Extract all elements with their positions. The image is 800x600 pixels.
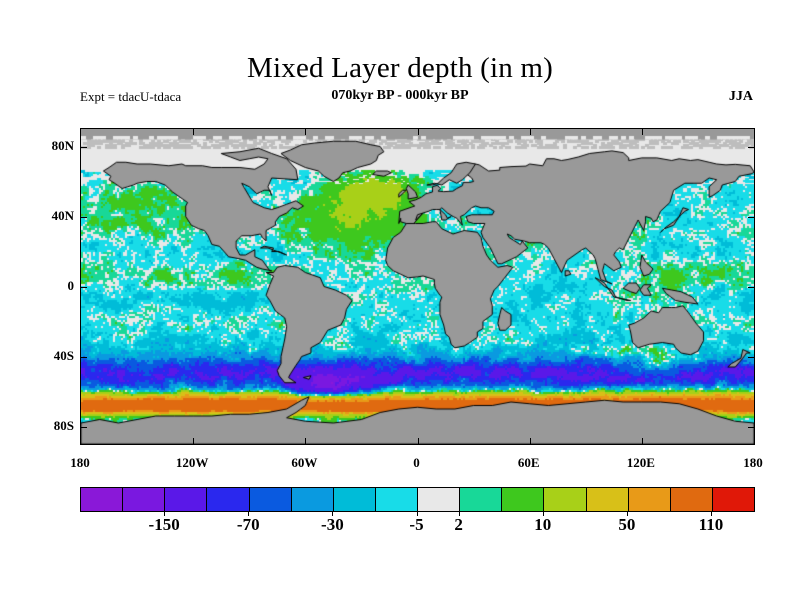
axis-tick (748, 216, 754, 218)
axis-tick (81, 146, 87, 148)
colorbar-cell (628, 488, 671, 511)
colorbar-cell (502, 488, 545, 511)
colorbar-cell (586, 488, 629, 511)
colorbar-tick-label: -5 (409, 515, 424, 534)
longitude-tick-label: 120E (626, 455, 655, 470)
colorbar-tick-label: 110 (698, 515, 724, 534)
latitude-tick-label: 0 (67, 277, 75, 293)
latitude-tick-label: 80N (51, 137, 74, 153)
axis-tick (529, 129, 531, 135)
colorbar-cell (249, 488, 292, 511)
axis-tick (305, 129, 307, 135)
latitude-tick-label: 40S (53, 347, 74, 363)
colorbar-tick-label: -30 (321, 515, 344, 534)
colorbar-tick (710, 512, 712, 516)
axis-tick (641, 129, 643, 135)
colorbar-tick (542, 512, 544, 516)
axis-tick (81, 286, 87, 288)
map-heatmap (81, 129, 754, 444)
axis-tick (417, 438, 419, 444)
colorbar-labels: -150 -70 -30 -5 2 10 50 110 (80, 512, 753, 536)
colorbar-tick (458, 512, 460, 516)
chart-subtitle: 070kyr BP - 000kyr BP (331, 88, 469, 103)
axis-tick (748, 426, 754, 428)
longitude-tick-label: 180 (743, 455, 763, 470)
colorbar-cell (81, 488, 124, 511)
colorbar-tick-label: -150 (148, 515, 180, 534)
axis-tick (193, 438, 195, 444)
colorbar-cell (123, 488, 166, 511)
colorbar-cell (712, 488, 754, 511)
colorbar-cell (291, 488, 334, 511)
axis-tick (641, 438, 643, 444)
colorbar-tick-label: 2 (454, 515, 463, 534)
axis-tick (81, 216, 87, 218)
axis-tick (417, 129, 419, 135)
colorbar-tick (416, 512, 418, 516)
colorbar-cell (207, 488, 250, 511)
longitude-tick-label: 60E (517, 455, 540, 470)
longitude-tick-label: 180 (70, 455, 90, 470)
latitude-tick-label: 80S (53, 417, 74, 433)
colorbar-cell (544, 488, 587, 511)
axis-tick (81, 356, 87, 358)
axis-tick (529, 438, 531, 444)
colorbar-cell (333, 488, 376, 511)
colorbar-tick (332, 512, 334, 516)
colorbar-cell (460, 488, 503, 511)
axis-tick (748, 286, 754, 288)
axis-tick (748, 146, 754, 148)
longitude-tick-label: 60W (291, 455, 318, 470)
axis-tick (81, 426, 87, 428)
longitude-axis: 180 120W 60W 0 60E 120E 180 (70, 455, 763, 475)
colorbar-tick-label: 10 (534, 515, 552, 534)
axis-tick (193, 129, 195, 135)
colorbar-cell (670, 488, 713, 511)
colorbar-cell (375, 488, 418, 511)
colorbar-tick-label: -70 (236, 515, 260, 534)
season-label: JJA (728, 89, 753, 104)
colorbar-tick (164, 512, 166, 516)
colorbar-tick (626, 512, 628, 516)
chart-title: Mixed Layer depth (in m) (247, 52, 553, 84)
colorbar-tick (248, 512, 250, 516)
colorbar-tick-label: 50 (618, 515, 636, 534)
latitude-axis: 80N 40N 0 40S 80S (24, 128, 74, 443)
longitude-tick-label: 0 (413, 455, 420, 470)
axis-tick (305, 438, 307, 444)
longitude-tick-label: 120W (175, 455, 209, 470)
colorbar (80, 487, 755, 512)
axis-tick (748, 356, 754, 358)
colorbar-cell (418, 488, 461, 511)
colorbar-cell (165, 488, 208, 511)
latitude-tick-label: 40N (51, 207, 74, 223)
experiment-label: Expt = tdacU-tdaca (80, 89, 182, 104)
map-plot-area (80, 128, 755, 445)
